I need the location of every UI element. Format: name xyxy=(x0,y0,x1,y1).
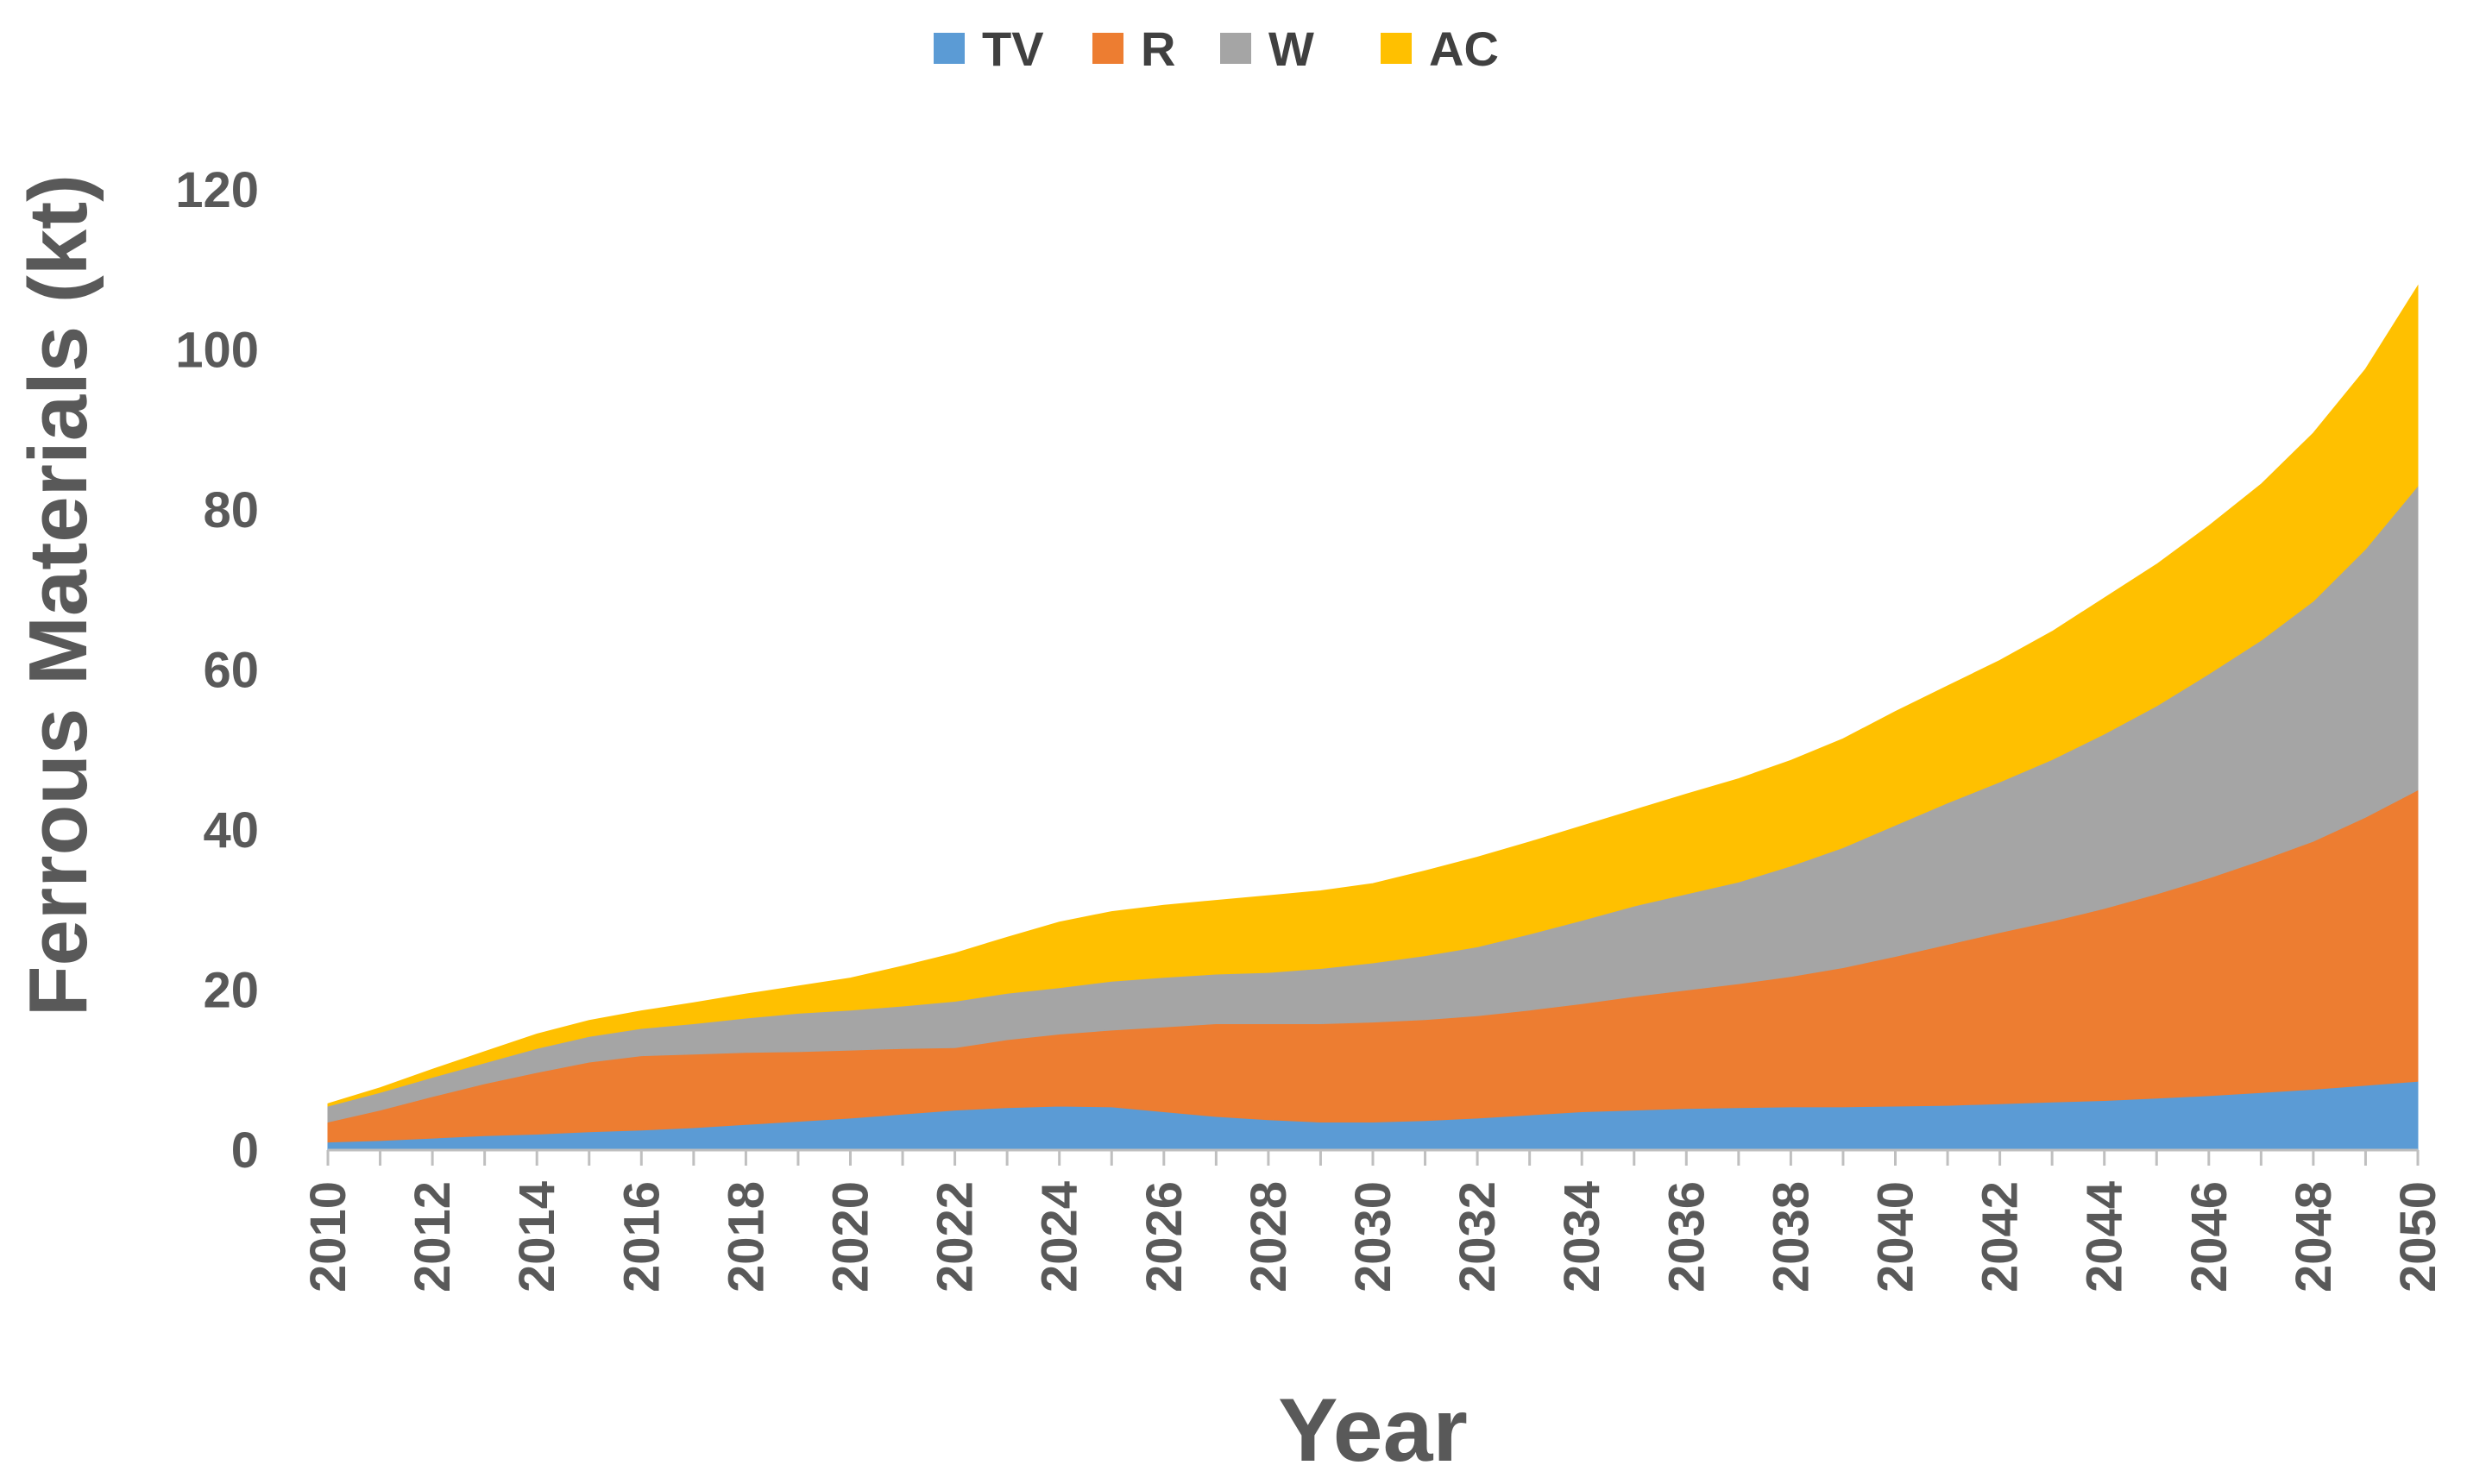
y-tick-label: 20 xyxy=(203,963,259,1019)
x-tick-label: 2044 xyxy=(2077,1181,2133,1292)
x-tick-label: 2032 xyxy=(1450,1181,1506,1292)
legend-item-r: R xyxy=(1092,22,1175,76)
y-tick-label: 60 xyxy=(203,643,259,699)
x-tick-label: 2012 xyxy=(405,1181,461,1292)
legend-item-tv: TV xyxy=(934,22,1044,76)
x-tick-label: 2016 xyxy=(614,1181,670,1292)
x-tick-label: 2042 xyxy=(1973,1181,2029,1292)
legend-label: W xyxy=(1268,22,1314,76)
x-tick-label: 2050 xyxy=(2390,1181,2446,1292)
legend-label: R xyxy=(1141,22,1175,76)
x-tick-label: 2026 xyxy=(1136,1181,1193,1292)
y-tick-label: 40 xyxy=(203,802,259,858)
x-tick-label: 2014 xyxy=(509,1181,565,1292)
x-tick-label: 2046 xyxy=(2181,1181,2237,1292)
legend-swatch xyxy=(934,33,965,64)
y-tick-label: 0 xyxy=(231,1122,259,1179)
x-tick-label: 2018 xyxy=(718,1181,774,1292)
legend-item-w: W xyxy=(1220,22,1314,76)
x-axis-title: Year xyxy=(1278,1380,1468,1481)
legend-label: TV xyxy=(982,22,1044,76)
x-tick-labels: 2010 2012 2014 2016 2018 2020 2022 2024 2026 2028… xyxy=(300,1181,2446,1292)
axes-group xyxy=(326,1148,2420,1166)
area-series-ac xyxy=(327,284,2419,1107)
legend: TV R W AC xyxy=(934,22,1499,76)
x-tick-label: 2034 xyxy=(1554,1181,1610,1292)
x-tick-label: 2028 xyxy=(1241,1181,1297,1292)
x-tick-label: 2022 xyxy=(928,1181,984,1292)
y-tick-label: 100 xyxy=(175,323,259,379)
x-tick-label: 2040 xyxy=(1868,1181,1924,1292)
legend-swatch xyxy=(1092,33,1123,64)
legend-swatch xyxy=(1220,33,1251,64)
area-series-group xyxy=(327,284,2419,1151)
y-axis-title: Ferrous Materials (kt) xyxy=(12,174,104,1016)
x-tick-label: 2010 xyxy=(300,1181,356,1292)
x-tick-label: 2024 xyxy=(1032,1181,1088,1292)
x-tick-label: 2038 xyxy=(1763,1181,1819,1292)
x-tick-label: 2048 xyxy=(2286,1181,2342,1292)
y-tick-label: 80 xyxy=(203,482,259,538)
x-tick-label: 2030 xyxy=(1345,1181,1401,1292)
y-tick-labels: 0 20 40 60 80 100 120 xyxy=(175,162,259,1179)
x-tick-label: 2020 xyxy=(823,1181,879,1292)
legend-swatch xyxy=(1381,33,1412,64)
legend-label: AC xyxy=(1429,22,1499,76)
legend-item-ac: AC xyxy=(1381,22,1499,76)
x-tick-label: 2036 xyxy=(1658,1181,1715,1292)
y-tick-label: 120 xyxy=(175,162,259,218)
